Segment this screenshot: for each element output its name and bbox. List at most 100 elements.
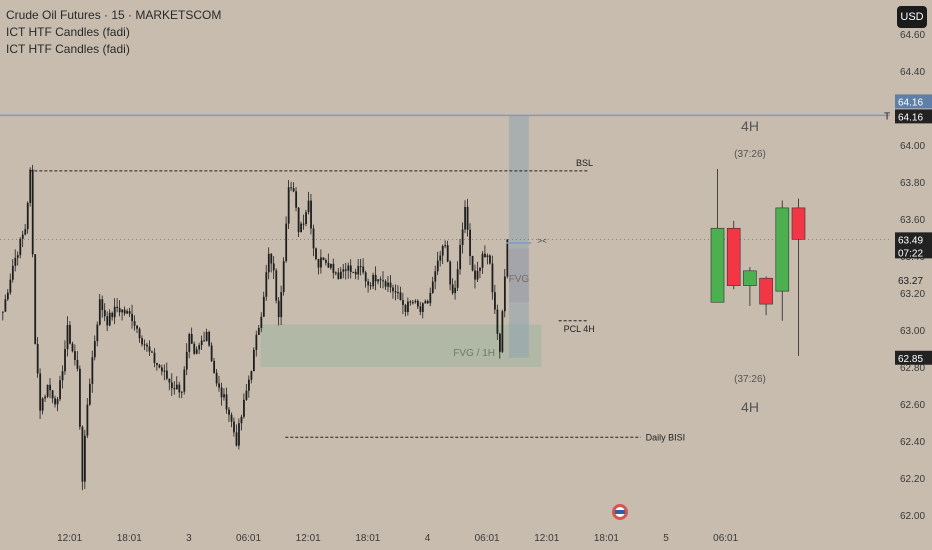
candle-body (439, 255, 442, 261)
candle-body (2, 311, 4, 313)
event-flag-icon-band (615, 510, 625, 514)
candle-body (158, 364, 161, 368)
candle-body (421, 303, 424, 312)
candle-body (262, 296, 265, 317)
candle-body (265, 272, 268, 297)
candle-body (280, 292, 283, 318)
candle-body (399, 292, 402, 301)
candle-body (297, 207, 300, 233)
indicator-label[interactable]: ICT HTF Candles (fadi) (6, 42, 130, 56)
candle-body (213, 360, 216, 373)
target-label: T (884, 111, 890, 122)
x-tick-label: 12:01 (57, 533, 82, 544)
candle-body (305, 212, 307, 224)
candle-body (429, 293, 432, 304)
candle-body (436, 260, 439, 272)
candle-body (277, 300, 280, 318)
candle-body (6, 292, 9, 300)
x-tick-label: 4 (425, 533, 431, 544)
candle-body (86, 404, 89, 436)
y-tick-label: 62.40 (900, 437, 925, 448)
candle-body (466, 206, 469, 230)
candle-body (163, 370, 166, 372)
candle-body (416, 300, 419, 307)
candle-body (332, 263, 335, 273)
candle-body (170, 382, 173, 389)
y-tick-label: 62.00 (900, 511, 925, 522)
candle-body (377, 279, 380, 282)
candle-body (325, 260, 327, 263)
currency-button[interactable]: USD (897, 6, 927, 28)
candle-body (168, 378, 171, 383)
candle-body (190, 334, 193, 344)
candle-body (74, 351, 76, 360)
price-tag-label: 63.27 (898, 276, 923, 287)
htf-candle-body (791, 207, 806, 240)
candle-body (501, 311, 504, 352)
candle-body (49, 384, 52, 391)
candle-body (215, 372, 218, 384)
candle-body (255, 334, 258, 350)
candle-body (21, 234, 24, 239)
y-tick-label: 62.20 (900, 474, 925, 485)
htf-bottom-timer: (37:26) (734, 374, 766, 385)
candle-body (138, 328, 141, 339)
candle-body (88, 383, 91, 405)
candle-body (218, 383, 220, 388)
candle-body (101, 299, 104, 311)
candle-body (225, 394, 228, 410)
candle-body (39, 373, 42, 411)
candle-body (444, 245, 447, 247)
candle-body (238, 423, 240, 446)
y-tick-label: 63.00 (900, 326, 925, 337)
candle-body (267, 253, 270, 273)
candle-body (136, 325, 138, 329)
candle-body (354, 271, 357, 275)
candle-body (424, 301, 427, 304)
candle-body (441, 245, 444, 256)
candle-body (123, 309, 126, 314)
candle-body (506, 239, 509, 277)
candle-body (419, 306, 422, 312)
candle-body (359, 266, 362, 268)
candle-body (295, 191, 298, 208)
candle-body (116, 306, 119, 309)
candle-body (389, 282, 392, 288)
candle-body (372, 274, 375, 287)
htf-candle-body (726, 227, 741, 286)
candle-body (379, 279, 382, 281)
candle-body (113, 306, 116, 318)
candle-body (334, 272, 337, 274)
price-tag-label: 64.16 (898, 112, 923, 123)
x-tick-label: 06:01 (236, 533, 261, 544)
candle-body (469, 229, 471, 256)
candle-body (252, 349, 255, 372)
candle-body (248, 379, 250, 391)
candle-body (362, 266, 365, 273)
candle-body (81, 426, 84, 482)
candle-body (185, 351, 188, 370)
candle-body (228, 409, 230, 415)
price-tag-label: 63.49 (898, 235, 923, 246)
candle-body (131, 313, 134, 322)
indicator-label[interactable]: ICT HTF Candles (fadi) (6, 25, 130, 39)
candle-body (71, 343, 74, 352)
candle-body (153, 352, 156, 363)
y-tick-label: 62.80 (900, 363, 925, 374)
x-tick-label: 06:01 (713, 533, 738, 544)
candle-body (143, 344, 146, 346)
candle-body (312, 228, 315, 249)
htf-top-timer: (37:26) (734, 149, 766, 160)
price-tag-countdown: 07:22 (898, 248, 923, 259)
candle-body (166, 370, 168, 379)
candle-body (69, 324, 71, 344)
symbol-title[interactable]: Crude Oil Futures · 15 · MARKETSCOM (6, 8, 222, 22)
candle-body (387, 282, 389, 287)
candle-body (402, 300, 404, 305)
y-tick-label: 62.60 (900, 400, 925, 411)
price-tag (895, 350, 932, 365)
candle-body (126, 311, 129, 314)
candle-body (407, 301, 409, 313)
